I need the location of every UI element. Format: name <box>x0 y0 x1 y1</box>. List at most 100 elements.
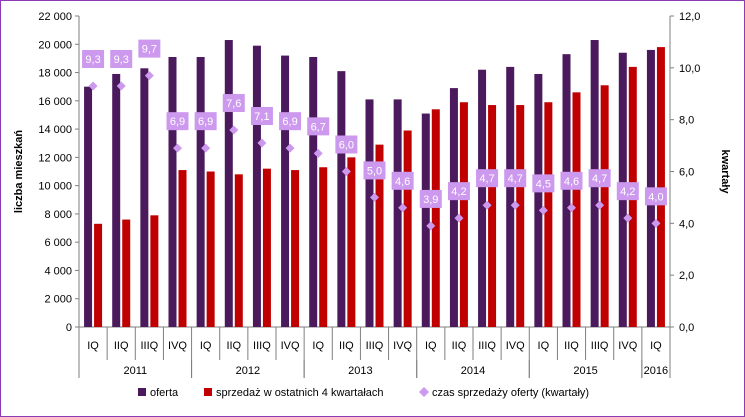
x-category-label: IVQ <box>506 340 525 352</box>
marker-czas <box>229 125 239 135</box>
marker-czas <box>454 213 464 223</box>
data-label: 4,6 <box>564 176 579 188</box>
legend-swatch-oferta <box>138 388 146 396</box>
x-year-label: 2011 <box>123 365 147 377</box>
x-category-label: IVQ <box>393 340 412 352</box>
x-category-label: IVQ <box>618 340 637 352</box>
data-label-box <box>110 49 133 68</box>
x-category-label: IIQ <box>226 340 241 352</box>
x-category-label: IIIQ <box>140 340 158 352</box>
x-year-label: 2014 <box>461 365 485 377</box>
bar-sprzedaz <box>459 102 468 328</box>
x-category-label: IQ <box>650 340 662 352</box>
bar-sprzedaz <box>403 130 412 327</box>
data-label-box <box>391 171 414 190</box>
x-category-label: IQ <box>425 340 437 352</box>
data-label-box <box>644 187 667 206</box>
data-label-box <box>166 112 189 131</box>
bar-oferta <box>478 69 487 327</box>
data-label: 6,0 <box>339 140 354 152</box>
data-label-box <box>307 117 330 136</box>
bar-sprzedaz <box>347 157 356 327</box>
bar-oferta <box>252 45 261 327</box>
bar-oferta <box>365 99 374 328</box>
x-year-label: 2015 <box>573 365 597 377</box>
x-category-label: IQ <box>538 340 550 352</box>
bar-sprzedaz <box>150 215 159 327</box>
data-label: 4,7 <box>508 173 523 185</box>
marker-czas <box>595 200 605 210</box>
data-label-box <box>532 174 555 193</box>
y-left-tick-label: 10 000 <box>38 181 72 193</box>
marker-czas <box>88 81 98 91</box>
bar-sprzedaz <box>291 170 300 327</box>
marker-czas <box>482 200 492 210</box>
marker-czas <box>341 167 351 176</box>
y-left-tick-label: 12 000 <box>38 152 72 164</box>
y-left-tick-label: 2 000 <box>44 294 72 306</box>
marker-czas <box>116 81 126 91</box>
data-label: 4,7 <box>592 173 607 185</box>
marker-czas <box>201 143 211 153</box>
data-label: 4,2 <box>620 186 635 198</box>
y-right-tick-label: 10,0 <box>679 63 700 75</box>
bar-oferta <box>84 86 93 327</box>
data-label-box <box>504 169 527 188</box>
data-label: 4,2 <box>451 186 466 198</box>
data-label: 9,7 <box>142 44 157 56</box>
y-left-tick-label: 18 000 <box>38 68 72 80</box>
legend-label-oferta: oferta <box>150 387 179 399</box>
data-label-box <box>363 161 386 180</box>
bar-oferta <box>562 54 571 327</box>
bar-oferta <box>224 40 233 327</box>
marker-czas <box>538 205 548 215</box>
x-category-label: IIIQ <box>366 340 384 352</box>
bar-sprzedaz <box>122 219 131 327</box>
bar-oferta <box>534 73 543 327</box>
data-label-box <box>616 182 639 201</box>
x-year-label: 2016 <box>644 365 668 377</box>
bar-sprzedaz <box>94 223 103 327</box>
marker-czas <box>144 71 154 81</box>
x-category-label: IIQ <box>452 340 467 352</box>
y-left-axis-title: liczba mieszkań <box>13 130 25 213</box>
y-left-tick-label: 14 000 <box>38 124 72 136</box>
legend-swatch-sprzedaz <box>204 388 212 396</box>
data-label: 4,6 <box>395 176 410 188</box>
data-label-box <box>588 169 611 188</box>
x-category-label: IQ <box>87 340 99 352</box>
data-label-box <box>335 135 358 154</box>
y-right-tick-label: 12,0 <box>679 11 700 23</box>
bar-sprzedaz <box>572 92 581 327</box>
bar-sprzedaz <box>656 47 665 327</box>
marker-czas <box>426 221 436 231</box>
data-label: 7,1 <box>254 111 269 123</box>
bar-sprzedaz <box>319 167 328 327</box>
x-category-label: IQ <box>200 340 212 352</box>
x-category-label: IIIQ <box>591 340 609 352</box>
bar-oferta <box>337 71 346 327</box>
bar-oferta <box>281 55 290 327</box>
y-left-tick-label: 8 000 <box>44 209 72 221</box>
bar-sprzedaz <box>600 85 609 327</box>
y-left-tick-label: 6 000 <box>44 237 72 249</box>
data-label: 6,9 <box>282 116 297 128</box>
data-label-box <box>138 39 161 58</box>
x-category-label: IVQ <box>281 340 300 352</box>
marker-czas <box>510 200 520 210</box>
legend-label-czas: czas sprzedaży oferty (kwartały) <box>432 387 589 399</box>
bar-sprzedaz <box>375 144 384 327</box>
x-year-label: 2012 <box>236 365 260 377</box>
data-label-box <box>250 106 273 125</box>
bar-sprzedaz <box>178 170 187 327</box>
data-label: 5,0 <box>367 165 382 177</box>
x-year-label: 2013 <box>348 365 372 377</box>
bar-oferta <box>449 88 458 327</box>
marker-czas <box>370 192 379 202</box>
data-label-box <box>222 94 245 113</box>
x-category-label: IVQ <box>168 340 187 352</box>
y-right-tick-label: 4,0 <box>679 218 694 230</box>
bar-oferta <box>506 66 515 328</box>
y-left-tick-label: 20 000 <box>38 39 72 51</box>
